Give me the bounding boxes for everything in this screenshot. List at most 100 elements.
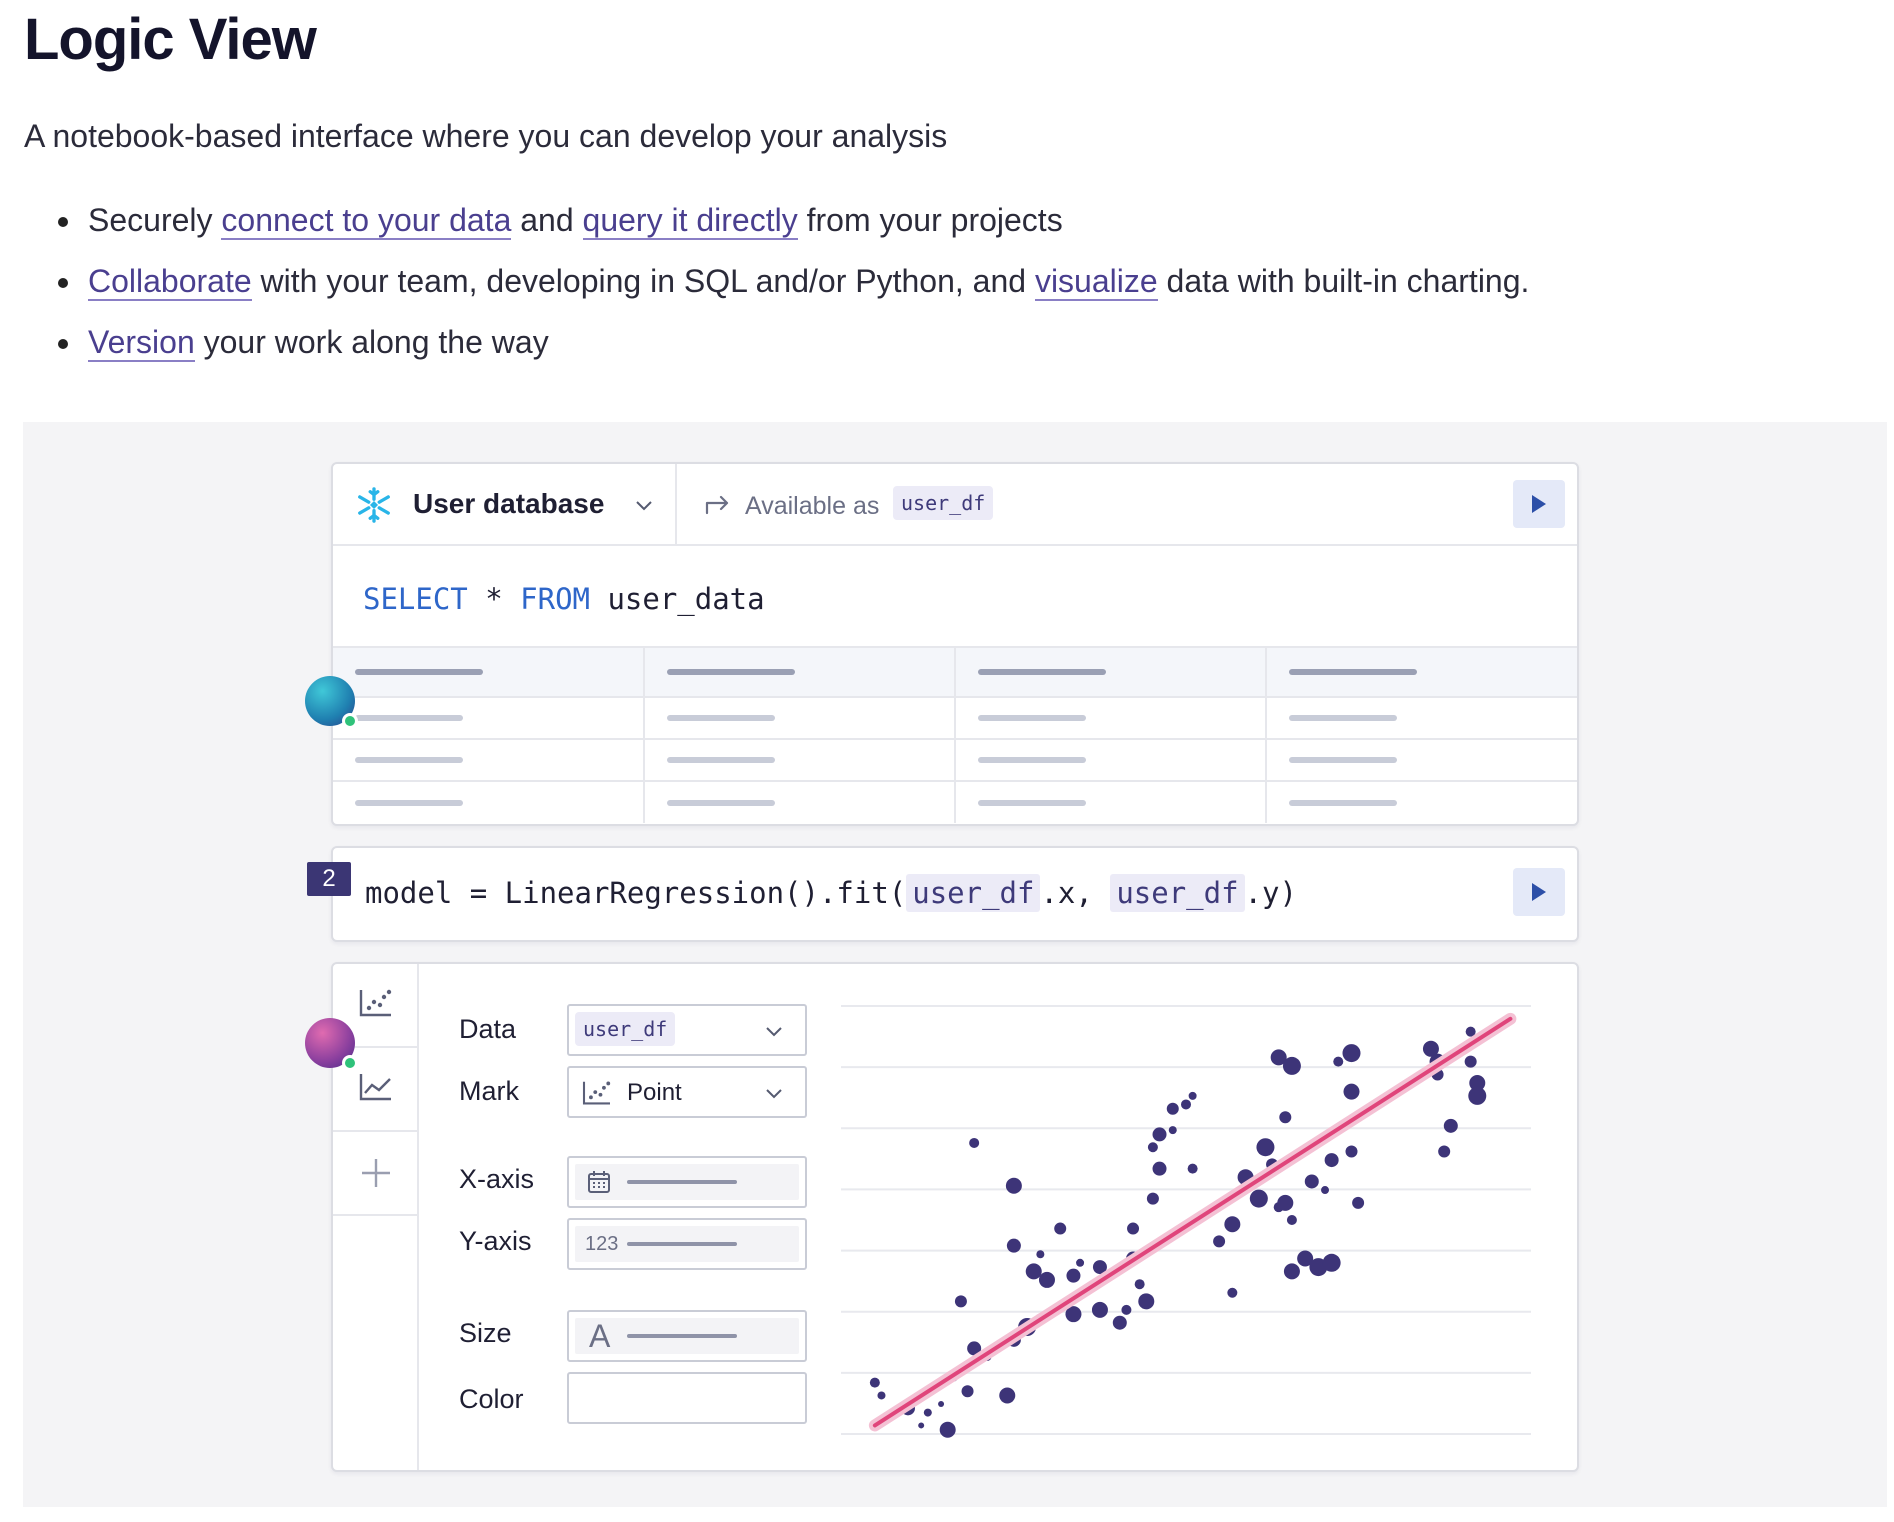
query-directly-link[interactable]: query it directly	[582, 202, 798, 240]
scatter-point	[1297, 1250, 1314, 1267]
scatter-point	[918, 1422, 925, 1429]
size-label: Size	[459, 1318, 512, 1348]
sql-cell: User database Available as user_df SELEC…	[331, 462, 1579, 826]
table-cell	[644, 696, 956, 739]
scatter-point	[1091, 1301, 1108, 1318]
scatter-point	[1256, 1138, 1275, 1157]
scatter-point	[1066, 1268, 1081, 1283]
dataframe-reference[interactable]: user_df	[1110, 874, 1245, 912]
sql-editor[interactable]: SELECT * FROM user_data	[363, 582, 765, 616]
mark-label: Mark	[459, 1076, 519, 1106]
scatter-point	[1283, 1263, 1300, 1280]
scatter-point	[1006, 1238, 1021, 1253]
scatter-point	[1352, 1196, 1365, 1209]
add-chart-button[interactable]	[333, 1132, 417, 1216]
scatter-point	[1213, 1235, 1226, 1248]
data-select[interactable]: user_df	[567, 1004, 807, 1056]
online-status-dot	[342, 1055, 358, 1071]
y-axis-label: Y-axis	[459, 1226, 532, 1256]
table-header-cell	[955, 646, 1267, 697]
scatter-point	[1181, 1099, 1191, 1110]
size-field[interactable]: A	[567, 1310, 807, 1362]
scatter-point	[1188, 1091, 1197, 1100]
run-sql-button[interactable]	[1513, 480, 1565, 528]
table-header-row	[333, 646, 1577, 697]
run-python-button[interactable]	[1513, 868, 1565, 916]
list-item: Securely connect to your data and query …	[58, 200, 1529, 240]
sql-text: *	[467, 582, 521, 616]
mark-value: Point	[627, 1079, 682, 1106]
table-cell	[955, 738, 1267, 781]
line-chart-icon	[359, 1074, 391, 1101]
field-placeholder	[627, 1242, 737, 1246]
table-header-cell	[644, 646, 956, 697]
scatter-point	[1152, 1161, 1167, 1176]
scatter-point	[999, 1387, 1016, 1404]
table-cell	[644, 780, 956, 823]
scatter-point	[1286, 1215, 1297, 1225]
collaborate-link[interactable]: Collaborate	[88, 263, 252, 301]
version-link[interactable]: Version	[88, 324, 195, 362]
page-title: Logic View	[24, 7, 317, 72]
collaborator-avatar	[305, 676, 358, 729]
sql-keyword: FROM	[520, 582, 590, 616]
cell-number-badge: 2	[307, 862, 351, 896]
scatter-point	[969, 1137, 980, 1148]
scatter-point	[923, 1408, 932, 1417]
scatter-point	[1147, 1142, 1158, 1153]
scatter-point	[1054, 1222, 1067, 1235]
scatter-point	[869, 1377, 880, 1388]
database-select[interactable]: User database	[333, 464, 677, 546]
text-type-icon: A	[589, 1318, 611, 1354]
scatter-point	[1112, 1315, 1127, 1330]
scatter-point	[1443, 1118, 1458, 1133]
scatter-chart-icon	[359, 989, 392, 1017]
scatter-point	[1438, 1145, 1451, 1158]
scatter-point	[961, 1385, 974, 1398]
database-name: User database	[413, 488, 605, 519]
y-axis-field[interactable]: 123	[567, 1218, 807, 1270]
sql-text: user_data	[590, 582, 765, 616]
data-label: Data	[459, 1014, 517, 1044]
scatter-chart-button[interactable]	[333, 964, 417, 1048]
scatter-point	[1146, 1192, 1159, 1205]
available-as-label: Available as	[745, 492, 880, 520]
table-cell	[333, 738, 645, 781]
play-icon	[1532, 883, 1546, 901]
scatter-point	[1065, 1306, 1082, 1323]
scatter-point	[938, 1401, 945, 1408]
scatter-point	[1092, 1260, 1107, 1275]
python-editor[interactable]: model = LinearRegression().fit(user_df .x…	[365, 874, 1297, 912]
dataframe-name-tag[interactable]: user_df	[893, 486, 994, 520]
scatter-point	[1270, 1049, 1287, 1066]
bullet-text: with your team, developing in SQL and/or…	[251, 263, 1035, 299]
chevron-down-icon	[766, 1027, 782, 1037]
visualize-link[interactable]: visualize	[1034, 263, 1158, 301]
page-subtitle: A notebook-based interface where you can…	[24, 118, 948, 154]
line-chart-button[interactable]	[333, 1048, 417, 1132]
color-field[interactable]	[567, 1372, 807, 1424]
table-cell	[333, 780, 645, 823]
scatter-point	[1152, 1127, 1167, 1142]
numeric-type-icon: 123	[585, 1233, 619, 1255]
scatter-point	[967, 1341, 982, 1356]
table-cell	[333, 696, 645, 739]
scatter-point	[1304, 1174, 1319, 1189]
scatter-point	[1324, 1153, 1339, 1168]
chart-cell: Data user_df Mark Point X-axis Y-	[331, 962, 1579, 1472]
mark-select[interactable]: Point	[567, 1066, 807, 1118]
chevron-down-icon	[636, 501, 652, 511]
table-header-cell	[333, 646, 645, 697]
table-cell	[955, 780, 1267, 823]
bullet-text: your work along the way	[194, 324, 549, 360]
dataframe-reference[interactable]: user_df	[906, 874, 1041, 912]
scatter-point	[877, 1391, 886, 1400]
field-placeholder	[627, 1334, 737, 1338]
x-axis-field[interactable]	[567, 1156, 807, 1208]
scatter-point	[1168, 1126, 1177, 1135]
list-item: Collaborate with your team, developing i…	[58, 261, 1529, 301]
table-cell	[955, 696, 1267, 739]
connect-data-link[interactable]: connect to your data	[221, 202, 512, 240]
table-cell	[644, 738, 956, 781]
bullet-text: from your projects	[797, 202, 1063, 238]
